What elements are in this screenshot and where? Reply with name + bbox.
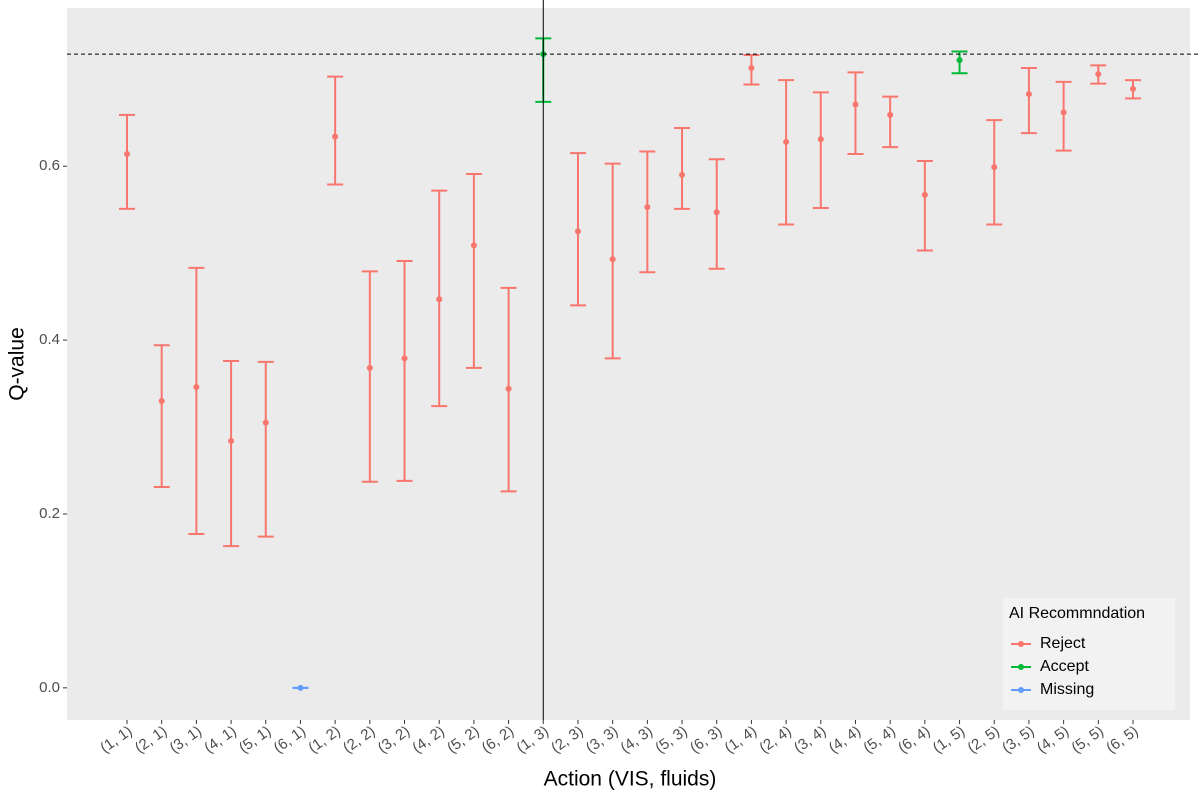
x-tick-label: (6, 1) (271, 723, 309, 757)
x-tick-label: (4, 5) (1034, 723, 1072, 757)
x-tick-label: (1, 1) (97, 723, 135, 757)
panel (67, 8, 1190, 720)
x-tick-label: (6, 2) (479, 723, 517, 757)
point (609, 256, 616, 263)
point (158, 397, 165, 404)
x-tick-label: (3, 2) (375, 723, 413, 757)
y-tick-label: 0.4 (39, 331, 60, 348)
x-tick-label: (5, 2) (444, 723, 482, 757)
point (817, 136, 824, 143)
legend-key-point (1018, 641, 1024, 647)
x-tick-label: (1, 5) (930, 723, 968, 757)
x-tick-label: (6, 4) (895, 723, 933, 757)
point (1060, 109, 1067, 116)
point (991, 164, 998, 171)
x-tick-label: (3, 5) (999, 723, 1037, 757)
point (1095, 71, 1102, 78)
x-tick-label: (2, 4) (756, 723, 794, 757)
point (679, 171, 686, 178)
point (297, 684, 304, 691)
x-tick-label: (3, 4) (791, 723, 829, 757)
legend-box (1003, 598, 1175, 710)
y-tick-label: 0.6 (39, 157, 60, 174)
point (644, 204, 651, 211)
point (1130, 85, 1136, 92)
legend-key-point (1018, 687, 1024, 693)
point (852, 101, 859, 108)
point (921, 191, 928, 198)
legend-label: Missing (1040, 681, 1094, 698)
point (1025, 91, 1032, 98)
x-tick-label: (1, 4) (722, 723, 760, 757)
x-tick-label: (2, 2) (340, 723, 378, 757)
x-tick-label: (6, 5) (1103, 723, 1141, 757)
point (193, 384, 200, 391)
x-tick-label: (2, 5) (964, 723, 1002, 757)
x-tick-label: (5, 1) (236, 723, 274, 757)
point (505, 385, 512, 392)
point (748, 64, 755, 71)
point (470, 242, 477, 249)
legend-label: Accept (1040, 658, 1089, 675)
x-tick-label: (2, 1) (132, 723, 170, 757)
x-tick-label: (4, 3) (617, 723, 655, 757)
x-tick-label: (2, 3) (548, 723, 586, 757)
legend-key-point (1018, 664, 1024, 670)
y-tick-label: 0.0 (39, 679, 60, 696)
point (436, 296, 443, 303)
legend-label: Reject (1040, 635, 1086, 652)
x-tick-label: (4, 4) (826, 723, 864, 757)
x-tick-label: (1, 3) (513, 723, 551, 757)
y-axis-title: Q-value (6, 327, 29, 401)
point (228, 437, 235, 444)
x-axis-title: Action (VIS, fluids) (544, 768, 717, 791)
point (574, 228, 581, 235)
x-tick-label: (5, 4) (860, 723, 898, 757)
x-tick-label: (4, 2) (409, 723, 447, 757)
y-tick-label: 0.2 (39, 505, 60, 522)
point (366, 364, 373, 371)
point (262, 419, 269, 426)
legend-title: AI Recommndation (1009, 605, 1145, 622)
point (956, 57, 963, 64)
x-tick-label: (3, 3) (583, 723, 621, 757)
x-tick-label: (6, 3) (687, 723, 725, 757)
point (783, 138, 790, 145)
x-tick-label: (4, 1) (201, 723, 239, 757)
point (713, 209, 720, 216)
point (332, 133, 339, 140)
point (124, 151, 130, 158)
point (887, 111, 894, 118)
x-tick-label: (3, 1) (167, 723, 205, 757)
x-tick-label: (5, 5) (1068, 723, 1106, 757)
x-tick-label: (1, 2) (305, 723, 343, 757)
x-tick-label: (5, 3) (652, 723, 690, 757)
point (401, 355, 408, 362)
